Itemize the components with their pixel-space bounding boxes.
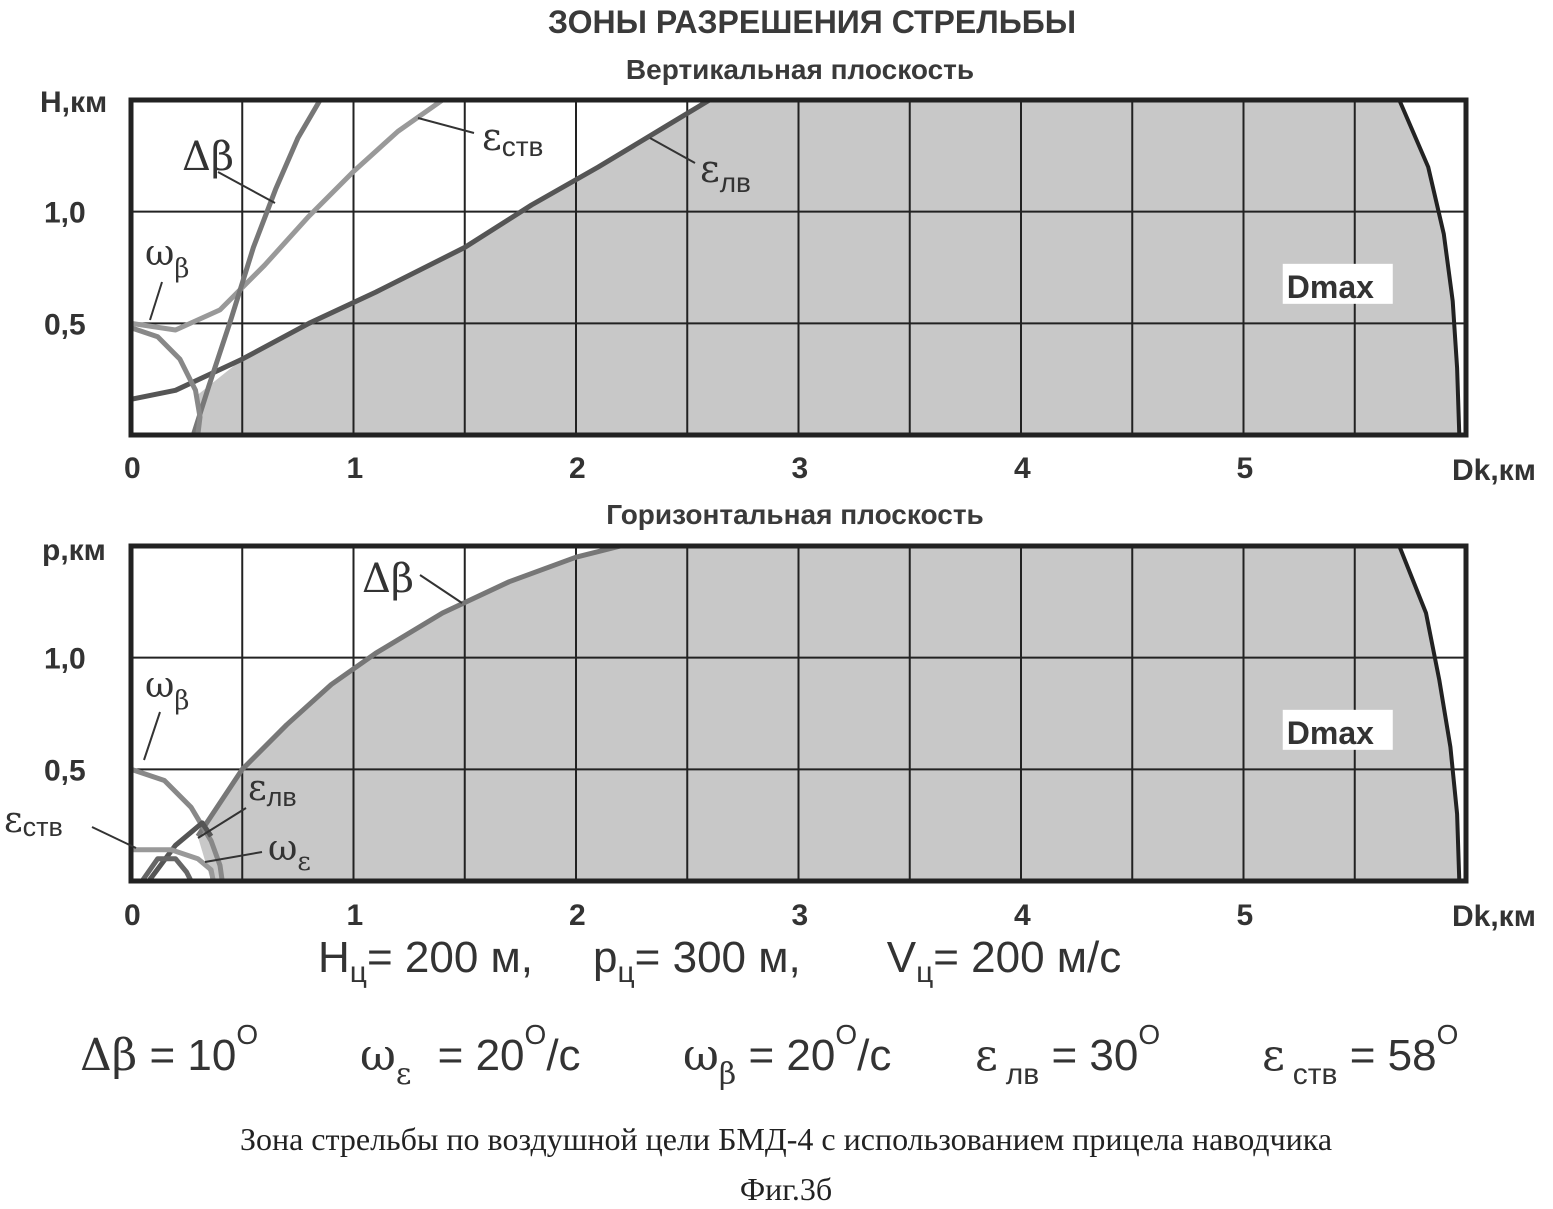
x-tick-label: 0 [124,452,141,485]
param-we-degree: O [525,1019,547,1050]
x-tick-label: 0 [124,899,141,932]
param-v-sub: ц [916,956,933,989]
x-tick-label: 3 [792,899,809,932]
param-wb-degree: O [835,1019,857,1050]
param-we-unit: /c [546,1031,580,1080]
top-leader-dbeta [218,172,275,203]
x-tick-label: 2 [569,899,586,932]
param-estv-label: ε [1262,1030,1285,1081]
top-chart-subtitle: Вертикальная плоскость [626,54,974,85]
param-elv-sub: лв [1006,1058,1039,1091]
top-y-axis-label: H,км [40,86,107,119]
param-dbeta-label: Δβ [80,1030,137,1081]
top-x-axis-label: Dk,км [1452,454,1536,487]
y-tick-label: 0,5 [44,754,86,787]
param-h-sub: ц [350,956,367,989]
curve-wbeta [131,328,200,435]
top-leader-wbeta [150,282,162,320]
dmax-label: Dmax [1287,269,1374,305]
y-tick-label: 1,0 [44,197,86,230]
param-estv-sub: ств [1293,1058,1338,1091]
params-line-2: Δβ = 10O ωε = 20O/c ωβ = 20O/c εлв = 30O… [80,1019,1458,1092]
bottom-y-axis-label: p,км [42,534,106,567]
svg-text:εств = 58O: εств = 58O [1262,1019,1458,1091]
y-tick-label: 0,5 [44,308,86,341]
param-dbeta-value: = 10 [137,1031,236,1080]
param-wb-value: = 20 [736,1031,835,1080]
param-h-label: H [318,933,350,982]
param-wb-sub: β [719,1057,736,1092]
y-tick-label: 1,0 [44,643,86,676]
param-p-value: = 300 м, [635,933,801,982]
x-tick-label: 1 [347,899,364,932]
svg-text:ωε = 20O/c: ωε = 20O/c [360,1019,581,1092]
x-tick-label: 5 [1237,452,1254,485]
x-tick-label: 3 [792,452,809,485]
bottom-leader-wbeta [144,712,160,760]
param-estv-value: = 58 [1337,1031,1436,1080]
params-line-1: Hц= 200 м,pц= 300 м,Vц= 200 м/с [318,933,1121,989]
dmax-label: Dmax [1287,715,1374,751]
x-tick-label: 5 [1237,899,1254,932]
x-tick-label: 4 [1014,452,1031,485]
top-label-dbeta: Δβ [182,134,234,180]
param-we-label: ω [360,1030,396,1081]
param-p-sub: ц [617,956,634,989]
param-estv-degree: O [1437,1019,1459,1050]
x-tick-label: 1 [347,452,364,485]
bottom-label-dbeta: Δβ [362,556,414,602]
main-title: ЗОНЫ РАЗРЕШЕНИЯ СТРЕЛЬБЫ [548,4,1076,40]
x-tick-label: 4 [1014,899,1031,932]
svg-text:ωβ = 20O/c: ωβ = 20O/c [683,1019,891,1092]
param-dbeta-degree: O [236,1019,258,1050]
bottom-x-axis-label: Dk,км [1452,900,1536,933]
top-label-wbeta: ωβ [145,233,189,284]
bottom-chart-subtitle: Горизонтальная плоскость [606,499,984,530]
bottom-leader-dbeta [420,575,462,603]
param-h-value: = 200 м, [367,933,533,982]
top-label-estv: εств [482,115,543,162]
horizontal-plane-chart: Dmax 0 1 2 3 4 5 0,5 1,0 [44,546,1466,932]
bottom-label-estv: εств [4,800,63,842]
caption: Зона стрельбы по воздушной цели БМД-4 с … [240,1121,1332,1157]
x-tick-label: 2 [569,452,586,485]
bottom-label-wbeta: ωβ [145,665,189,716]
param-elv-value: = 30 [1039,1031,1138,1080]
svg-text:εлв = 30O: εлв = 30O [975,1019,1160,1091]
param-we-value: = 20 [425,1031,524,1080]
permitted-zone [198,100,1460,435]
param-p-label: p [593,933,617,982]
svg-text:Δβ = 10O: Δβ = 10O [80,1019,258,1081]
param-v-label: V [887,933,917,982]
param-wb-unit: /c [857,1031,891,1080]
param-we-sub: ε [396,1057,412,1092]
figure-number: Фиг.3б [740,1171,832,1207]
vertical-plane-chart: Dmax 0 1 2 3 4 5 0,5 1,0 [44,100,1466,485]
param-v-value: = 200 м/с [933,933,1121,982]
param-elv-label: ε [975,1030,998,1081]
param-wb-label: ω [683,1030,719,1081]
param-elv-degree: O [1138,1019,1160,1050]
